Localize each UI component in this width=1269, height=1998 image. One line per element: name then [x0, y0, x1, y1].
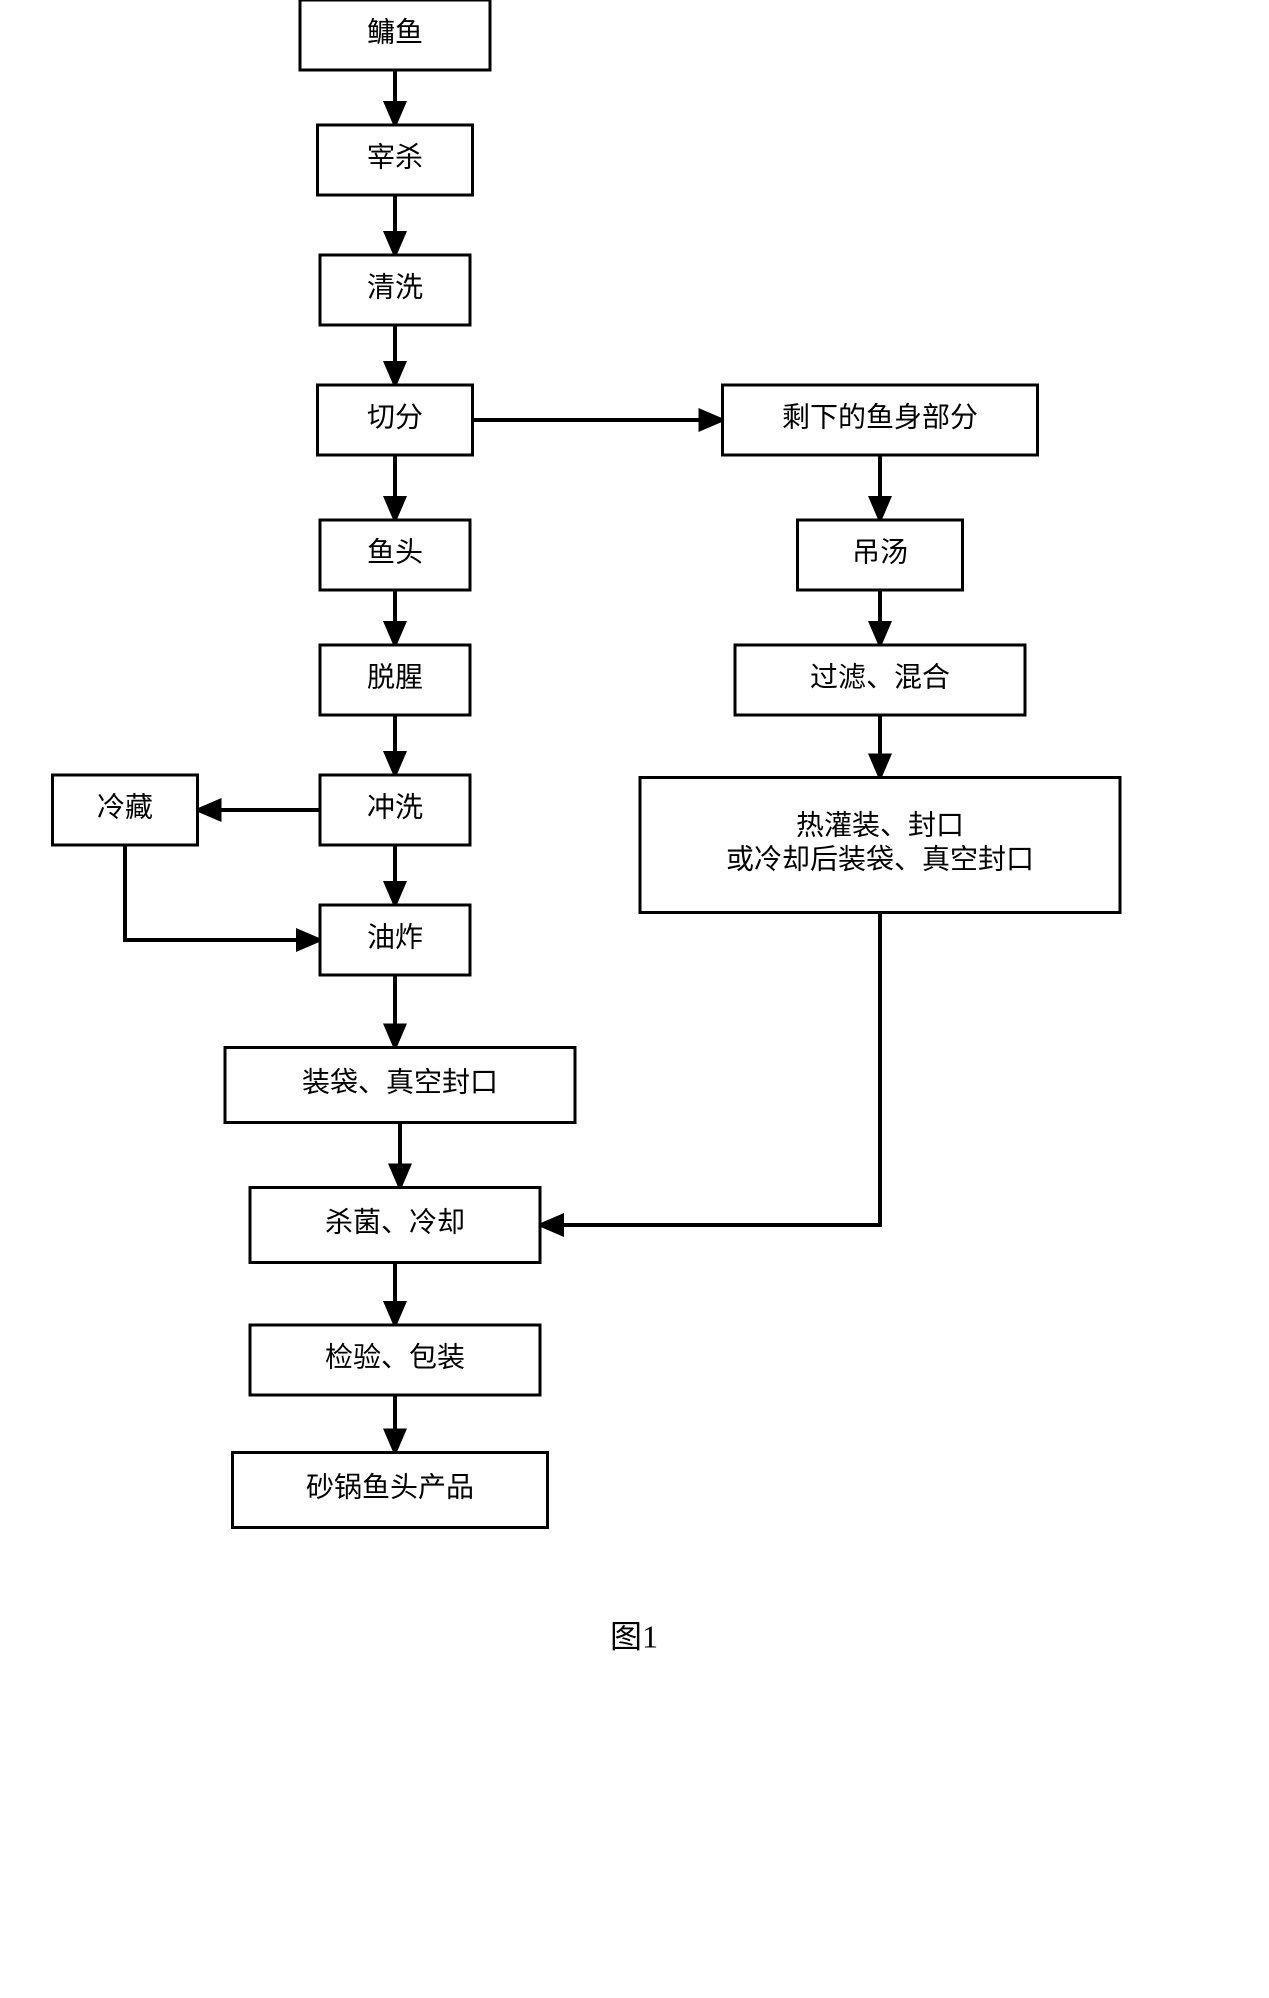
flow-node-n6: 脱腥	[320, 645, 470, 715]
flow-node-label: 检验、包装	[325, 1341, 465, 1373]
flow-node-label: 鱼头	[367, 536, 423, 568]
flowchart-canvas: 鳙鱼宰杀清洗切分鱼头脱腥冲洗 冷藏油炸装袋、真空封口杀菌、冷却检验、包装砂锅鱼头产…	[0, 0, 1269, 1998]
flow-node-label: 剩下的鱼身部分	[782, 401, 978, 433]
flow-node-label: 切分	[367, 402, 423, 433]
flow-node-n1: 鳙鱼	[300, 0, 490, 70]
flow-node-n8: 油炸	[320, 905, 470, 975]
flow-node-label: 脱腥	[367, 661, 423, 693]
edge-r4-n10	[540, 913, 880, 1226]
flow-node-label: 热灌装、封口	[796, 809, 964, 841]
figure-caption: 图1	[610, 1618, 658, 1654]
flow-node-r2: 吊汤	[798, 520, 963, 590]
flow-node-n7a: 冷藏	[53, 775, 198, 845]
flow-node-label: 或冷却后装袋、真空封口	[726, 843, 1034, 875]
flow-node-label: 油炸	[367, 921, 423, 953]
flow-node-n3: 清洗	[320, 255, 470, 325]
flow-node-n2: 宰杀	[318, 125, 473, 195]
nodes-layer: 鳙鱼宰杀清洗切分鱼头脱腥冲洗 冷藏油炸装袋、真空封口杀菌、冷却检验、包装砂锅鱼头产…	[53, 0, 1121, 1528]
flow-node-n11: 检验、包装	[250, 1325, 540, 1395]
flow-node-label: 过滤、混合	[810, 661, 950, 693]
flow-node-n9: 装袋、真空封口	[225, 1048, 575, 1123]
flow-node-label: 鳙鱼	[367, 16, 423, 48]
flow-node-label: 冲洗	[367, 791, 423, 823]
flow-node-label: 砂锅鱼头产品	[306, 1471, 474, 1503]
flow-node-r1: 剩下的鱼身部分	[723, 385, 1038, 455]
flow-node-label: 冷藏	[97, 791, 153, 823]
flow-node-label: 杀菌、冷却	[325, 1206, 465, 1238]
flow-node-n4: 切分	[318, 385, 473, 455]
flow-node-label: 宰杀	[367, 141, 423, 173]
flow-node-label: 吊汤	[852, 537, 908, 568]
flow-node-label: 装袋、真空封口	[302, 1066, 498, 1098]
flow-node-label: 清洗	[367, 271, 423, 303]
flow-node-n10: 杀菌、冷却	[250, 1188, 540, 1263]
flow-node-n5: 鱼头	[320, 520, 470, 590]
flow-node-r3: 过滤、混合	[735, 645, 1025, 715]
flow-node-n7: 冲洗	[320, 775, 470, 845]
edge-n7a-n8	[125, 845, 320, 940]
flow-node-r4: 热灌装、封口或冷却后装袋、真空封口	[640, 778, 1120, 913]
flow-node-n12: 砂锅鱼头产品	[233, 1453, 548, 1528]
